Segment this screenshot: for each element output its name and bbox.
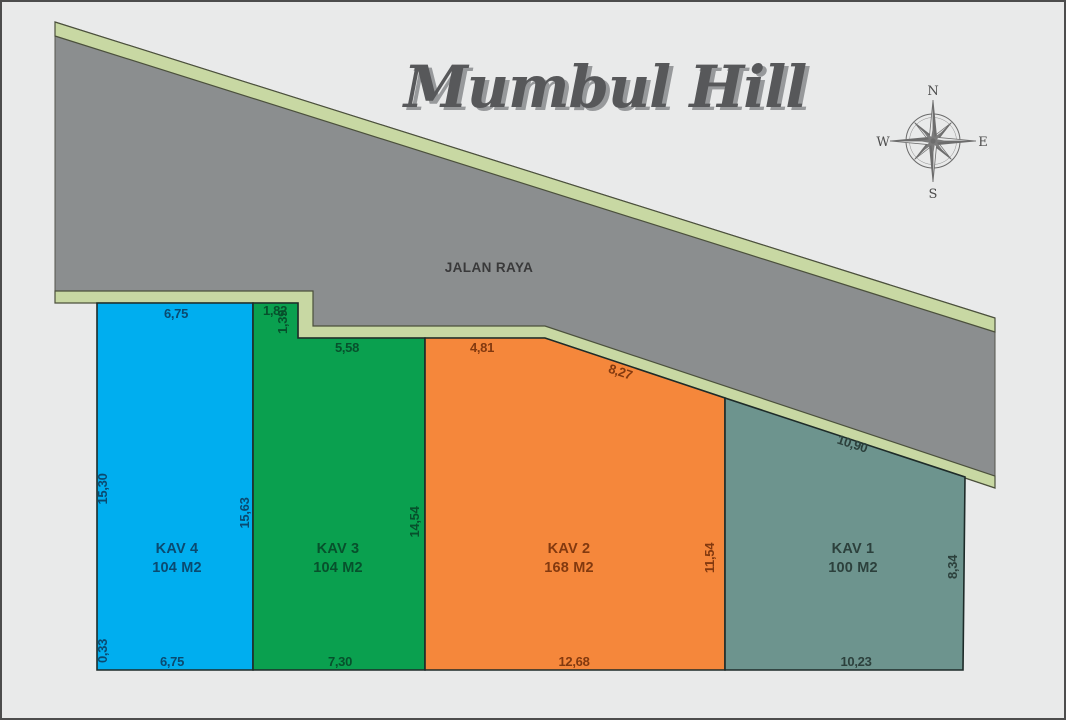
plot-label-kav2: KAV 2 168 M2 <box>544 541 594 576</box>
dim-kav4-top: 6,75 <box>164 306 188 321</box>
plot-area-kav4: 104 M2 <box>152 560 202 576</box>
dim-kav2-bottom: 12,68 <box>558 654 589 669</box>
plot-area-kav3: 104 M2 <box>313 560 363 576</box>
compass-label-north: N <box>927 84 938 99</box>
road-label: JALAN RAYA <box>445 260 534 275</box>
plot-area-kav2: 168 M2 <box>544 560 594 576</box>
dim-kav4-bottom-left: 0,33 <box>95 639 110 663</box>
plot-name-kav2: KAV 2 <box>548 541 591 557</box>
dim-kav1-right: 8,34 <box>945 554 960 579</box>
compass-rose-icon: N E S W <box>876 84 987 202</box>
page-title-shadow: Mumbul Hill <box>406 56 811 124</box>
dim-kav4-right: 15,63 <box>237 497 252 528</box>
plot-label-kav1: KAV 1 100 M2 <box>828 541 878 576</box>
plot-label-kav3: KAV 3 104 M2 <box>313 541 363 576</box>
dim-kav2-top-diagonal: 8,27 <box>607 361 635 383</box>
plot-area-kav1: 100 M2 <box>828 560 878 576</box>
plot-kav-1 <box>724 396 966 671</box>
road-edge-strip-top <box>54 21 996 333</box>
dim-kav3-top: 5,58 <box>335 340 359 355</box>
plot-name-kav4: KAV 4 <box>156 541 199 557</box>
plot-kav-2 <box>424 337 726 671</box>
dim-kav3-top-left: 1,82 <box>263 303 287 318</box>
compass-label-south: S <box>929 187 938 202</box>
dim-kav3-step: 1,39 <box>275 310 290 334</box>
compass-label-east: E <box>978 135 988 150</box>
dim-kav3-right: 14,54 <box>407 505 422 537</box>
dim-kav2-right: 11,54 <box>702 542 717 573</box>
plot-label-kav4: KAV 4 104 M2 <box>152 541 202 576</box>
dim-kav2-top: 4,81 <box>470 340 494 355</box>
plot-kav-4 <box>96 302 254 671</box>
compass-label-west: W <box>876 135 890 150</box>
compass-inner-star <box>919 127 947 155</box>
plot-name-kav3: KAV 3 <box>317 541 360 557</box>
compass-cardinal-points <box>889 99 977 183</box>
plot-name-kav1: KAV 1 <box>832 541 875 557</box>
dim-kav4-bottom: 6,75 <box>160 654 184 669</box>
dim-kav4-left: 15,30 <box>95 473 110 504</box>
page-title: Mumbul Hill <box>402 53 807 121</box>
dim-kav1-bottom: 10,23 <box>840 654 871 669</box>
plot-kav-3 <box>252 302 426 671</box>
dim-kav3-bottom: 7,30 <box>328 654 352 669</box>
